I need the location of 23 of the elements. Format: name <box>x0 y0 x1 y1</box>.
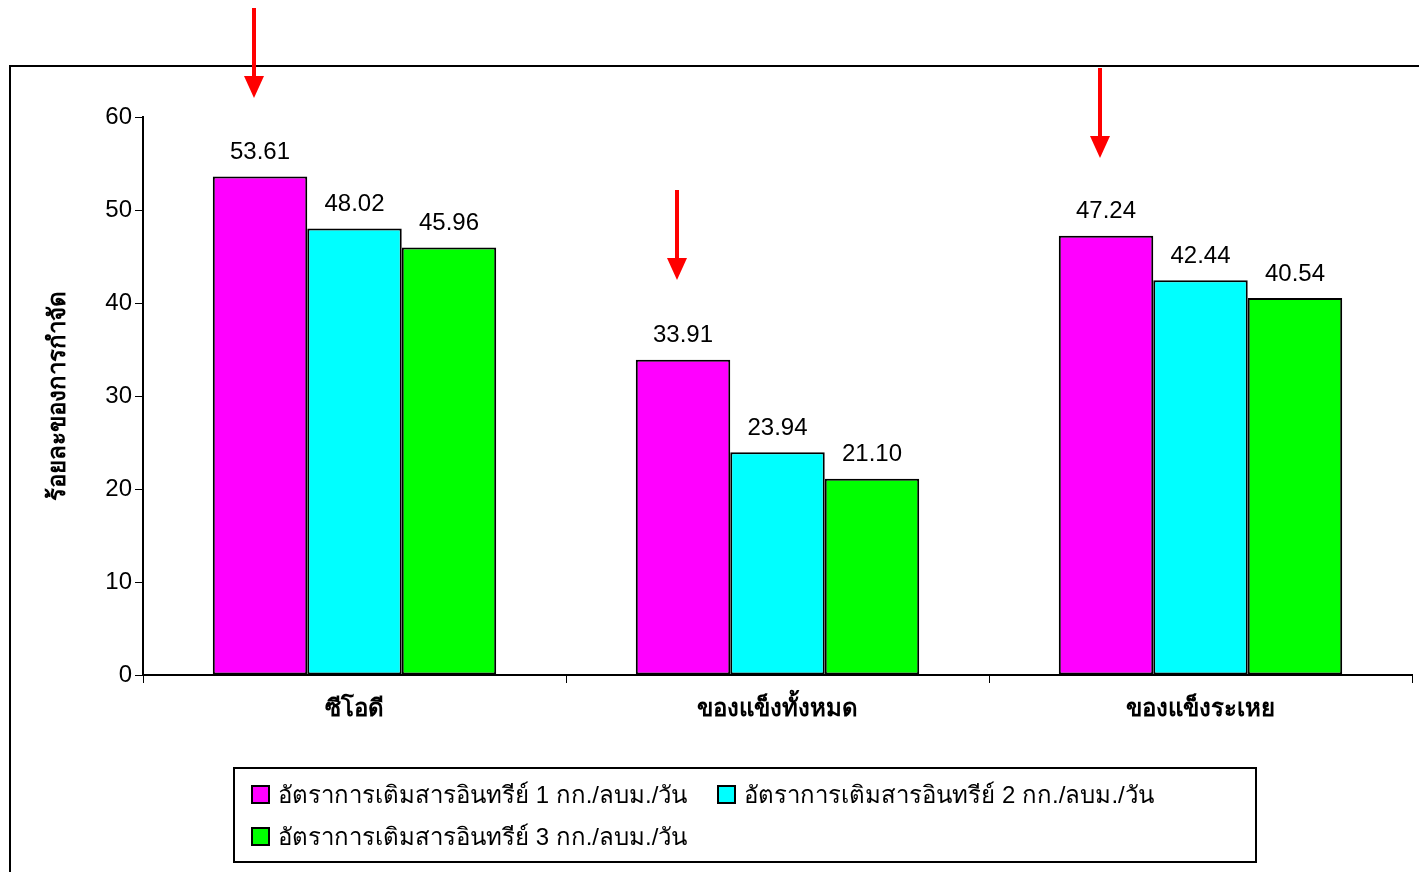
data-label: 48.02 <box>324 189 385 217</box>
data-label: 21.10 <box>841 439 902 467</box>
legend-label: อัตราการเติมสารอินทรีย์ 2 กก./ลบม./วัน <box>744 779 1154 810</box>
y-tick-label: 10 <box>105 566 132 594</box>
x-tick-label: ของแข็งทั้งหมด <box>697 689 858 722</box>
data-label: 47.24 <box>1076 196 1137 224</box>
data-label: 33.91 <box>653 320 714 348</box>
y-tick-label: 0 <box>118 659 132 687</box>
data-label: 40.54 <box>1264 258 1325 286</box>
legend-label: อัตราการเติมสารอินทรีย์ 1 กก./ลบม./วัน <box>278 779 688 810</box>
y-axis-title: ร้อยละของการกำจัด <box>43 291 71 501</box>
data-label: 45.96 <box>418 208 479 236</box>
y-tick-label: 30 <box>105 380 132 408</box>
x-tick-label: ของแข็งระเหย <box>1126 693 1275 722</box>
data-label: 53.61 <box>230 137 291 165</box>
x-tick-label: ซีโอดี <box>325 693 384 722</box>
y-tick-label: 40 <box>105 287 132 315</box>
legend-label: อัตราการเติมสารอินทรีย์ 3 กก./ลบม./วัน <box>278 821 688 852</box>
data-label: 42.44 <box>1170 240 1231 268</box>
y-tick-label: 50 <box>105 194 132 222</box>
y-tick-label: 20 <box>105 473 132 501</box>
y-tick-label: 60 <box>105 101 132 129</box>
data-label: 23.94 <box>747 412 808 440</box>
